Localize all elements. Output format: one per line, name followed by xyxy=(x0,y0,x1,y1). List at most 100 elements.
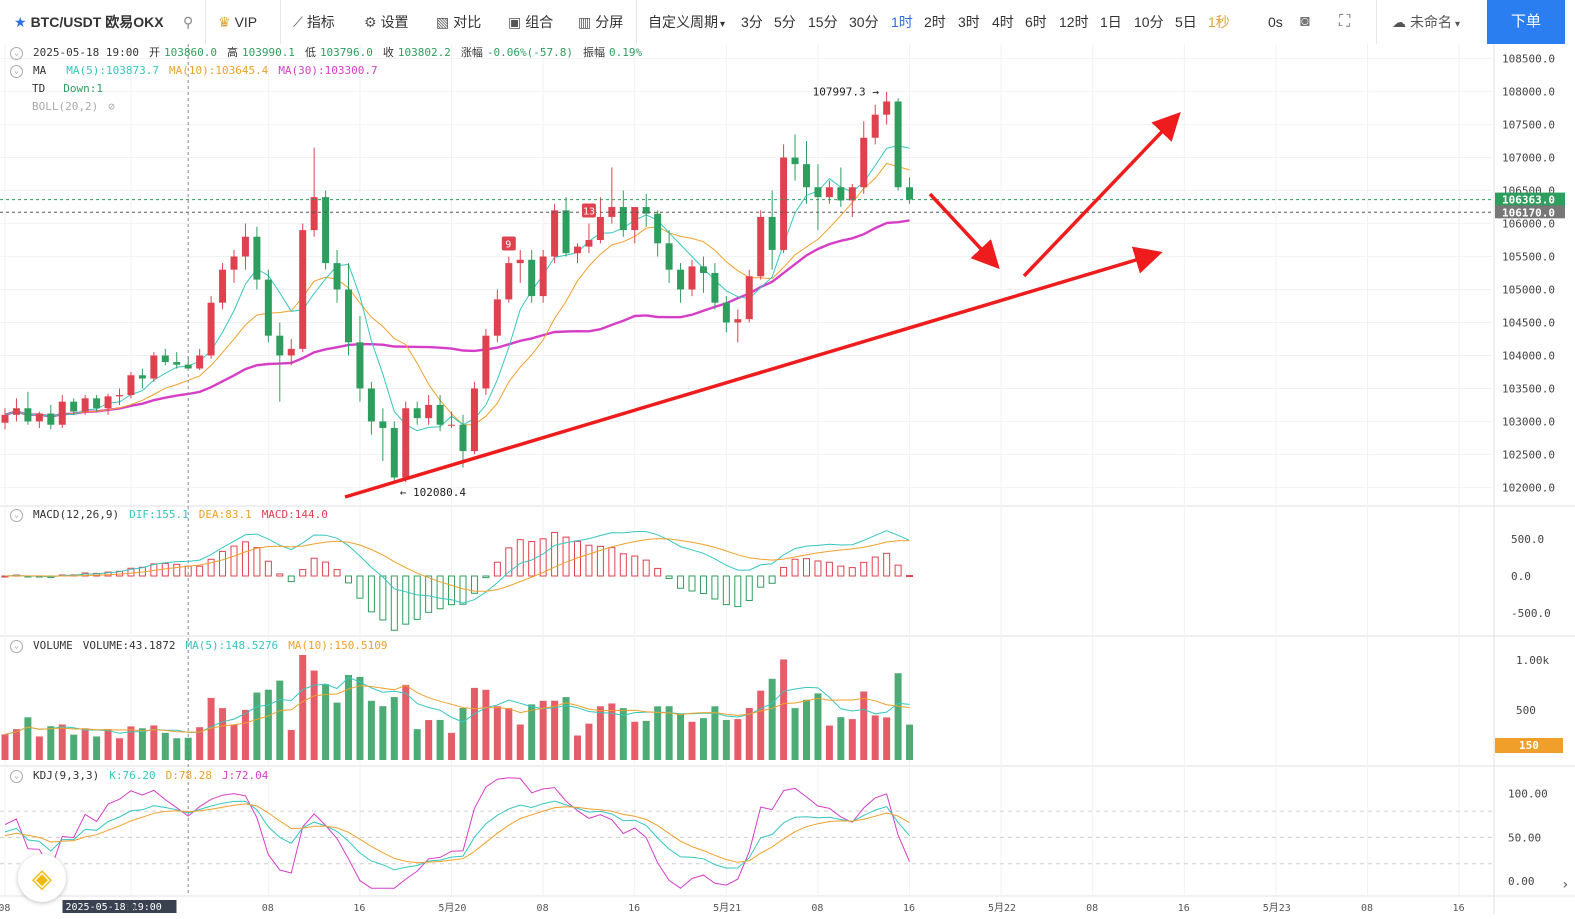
chart-area[interactable]: 102000.0 102500.0 103000.0 103500.0 104000.0… xyxy=(0,44,1575,914)
candle[interactable] xyxy=(70,401,78,412)
candle[interactable] xyxy=(825,187,833,198)
period-1d[interactable]: 1日 xyxy=(1100,14,1122,30)
compare-button[interactable]: ▧ 对比 xyxy=(436,0,481,44)
candle[interactable] xyxy=(58,401,66,425)
candle[interactable] xyxy=(906,187,914,200)
settings-button[interactable]: ⚙ 设置 xyxy=(364,0,409,44)
period-10m[interactable]: 10分 xyxy=(1134,14,1164,30)
candle[interactable] xyxy=(837,187,845,201)
candle[interactable] xyxy=(81,398,89,412)
candle[interactable] xyxy=(814,187,822,198)
candle[interactable] xyxy=(390,428,398,478)
period-1s[interactable]: 1秒 xyxy=(1208,14,1230,30)
candle[interactable] xyxy=(93,398,101,409)
candle[interactable] xyxy=(425,404,433,419)
candle[interactable] xyxy=(780,157,788,250)
candle[interactable] xyxy=(745,276,753,320)
candle[interactable] xyxy=(264,279,272,336)
layout-dropdown[interactable]: ☁ 未命名 ▾ xyxy=(1392,0,1460,44)
candle[interactable] xyxy=(1,414,9,423)
candle[interactable] xyxy=(551,210,559,257)
candle[interactable] xyxy=(734,319,742,323)
candle[interactable] xyxy=(894,101,902,188)
candle[interactable] xyxy=(345,289,352,343)
candle[interactable] xyxy=(619,207,627,231)
order-button[interactable]: 下单 xyxy=(1487,0,1565,44)
candle[interactable] xyxy=(413,408,421,419)
candle[interactable] xyxy=(379,421,387,429)
candle[interactable] xyxy=(241,236,249,257)
collapse-icon[interactable]: ⌄ xyxy=(10,508,23,522)
candle[interactable] xyxy=(642,207,650,214)
candle[interactable] xyxy=(230,256,238,270)
candle[interactable] xyxy=(516,259,524,264)
combo-button[interactable]: ▣ 组合 xyxy=(508,0,553,44)
collapse-icon[interactable]: ⌄ xyxy=(10,64,23,78)
candle[interactable] xyxy=(161,355,169,363)
candle[interactable] xyxy=(299,230,307,349)
candle[interactable] xyxy=(654,213,662,244)
candle[interactable] xyxy=(138,375,146,379)
candle[interactable] xyxy=(35,413,43,422)
eye-hidden-icon[interactable]: ⊘ xyxy=(108,100,115,113)
up-arrow[interactable] xyxy=(1022,111,1181,278)
down-arrow[interactable] xyxy=(928,192,1000,270)
candle[interactable] xyxy=(665,243,673,270)
candle[interactable] xyxy=(253,236,261,280)
candle[interactable] xyxy=(150,355,158,379)
custom-period-dropdown[interactable]: 自定义周期 ▾ xyxy=(648,14,726,30)
candle[interactable] xyxy=(757,216,765,277)
candle[interactable] xyxy=(803,164,810,188)
candle[interactable] xyxy=(860,137,868,188)
candle[interactable] xyxy=(848,187,856,201)
collapse-icon[interactable]: ⌄ xyxy=(10,639,23,653)
candle[interactable] xyxy=(883,101,891,115)
candle[interactable] xyxy=(562,210,570,254)
candle[interactable] xyxy=(493,299,501,336)
scroll-right-icon[interactable]: › xyxy=(1561,877,1569,893)
collapse-icon[interactable]: ⌄ xyxy=(10,46,23,60)
candle[interactable] xyxy=(688,266,696,290)
candle[interactable] xyxy=(448,424,456,426)
candle[interactable] xyxy=(768,216,776,250)
candle[interactable] xyxy=(436,404,444,425)
period-3m[interactable]: 3分 xyxy=(741,14,763,30)
candle[interactable] xyxy=(196,355,204,369)
candle[interactable] xyxy=(791,157,799,165)
period-6h[interactable]: 6时 xyxy=(1025,14,1047,30)
candle[interactable] xyxy=(677,269,685,290)
vip-button[interactable]: ♛ VIP xyxy=(218,0,257,44)
symbol-selector[interactable]: ★ BTC/USDT 欧易OKX xyxy=(14,14,164,30)
candle[interactable] xyxy=(322,197,330,264)
chart-canvas[interactable]: 102000.0 102500.0 103000.0 103500.0 104000.0… xyxy=(0,44,1575,914)
candle[interactable] xyxy=(470,388,478,452)
candle[interactable] xyxy=(871,114,879,138)
candle[interactable] xyxy=(356,342,364,389)
collapse-icon[interactable]: ⌄ xyxy=(10,769,23,783)
period-30m[interactable]: 30分 xyxy=(849,14,879,30)
candle[interactable] xyxy=(482,335,490,389)
period-15m[interactable]: 15分 xyxy=(808,14,838,30)
period-1h[interactable]: 1时 xyxy=(891,14,913,30)
binance-logo[interactable]: ◈ xyxy=(18,854,66,902)
candle[interactable] xyxy=(333,263,341,290)
candle[interactable] xyxy=(722,302,730,323)
split-button[interactable]: ▥ 分屏 xyxy=(578,0,623,44)
candle[interactable] xyxy=(585,240,593,247)
trendline-arrow[interactable] xyxy=(344,246,1163,499)
candle[interactable] xyxy=(310,197,318,231)
period-5d[interactable]: 5日 xyxy=(1175,14,1197,30)
candle[interactable] xyxy=(539,256,547,297)
candle[interactable] xyxy=(207,302,215,356)
indicators-button[interactable]: ⟋ 指标 xyxy=(293,0,335,44)
period-4h[interactable]: 4时 xyxy=(992,14,1014,30)
candle[interactable] xyxy=(173,362,181,365)
candle[interactable] xyxy=(287,348,295,356)
candle[interactable] xyxy=(528,259,536,297)
candle[interactable] xyxy=(574,246,581,254)
search-icon[interactable]: ⚲ xyxy=(183,14,194,30)
period-5m[interactable]: 5分 xyxy=(774,14,796,30)
candle[interactable] xyxy=(47,413,55,425)
candle[interactable] xyxy=(219,269,227,303)
candle[interactable] xyxy=(505,263,513,300)
